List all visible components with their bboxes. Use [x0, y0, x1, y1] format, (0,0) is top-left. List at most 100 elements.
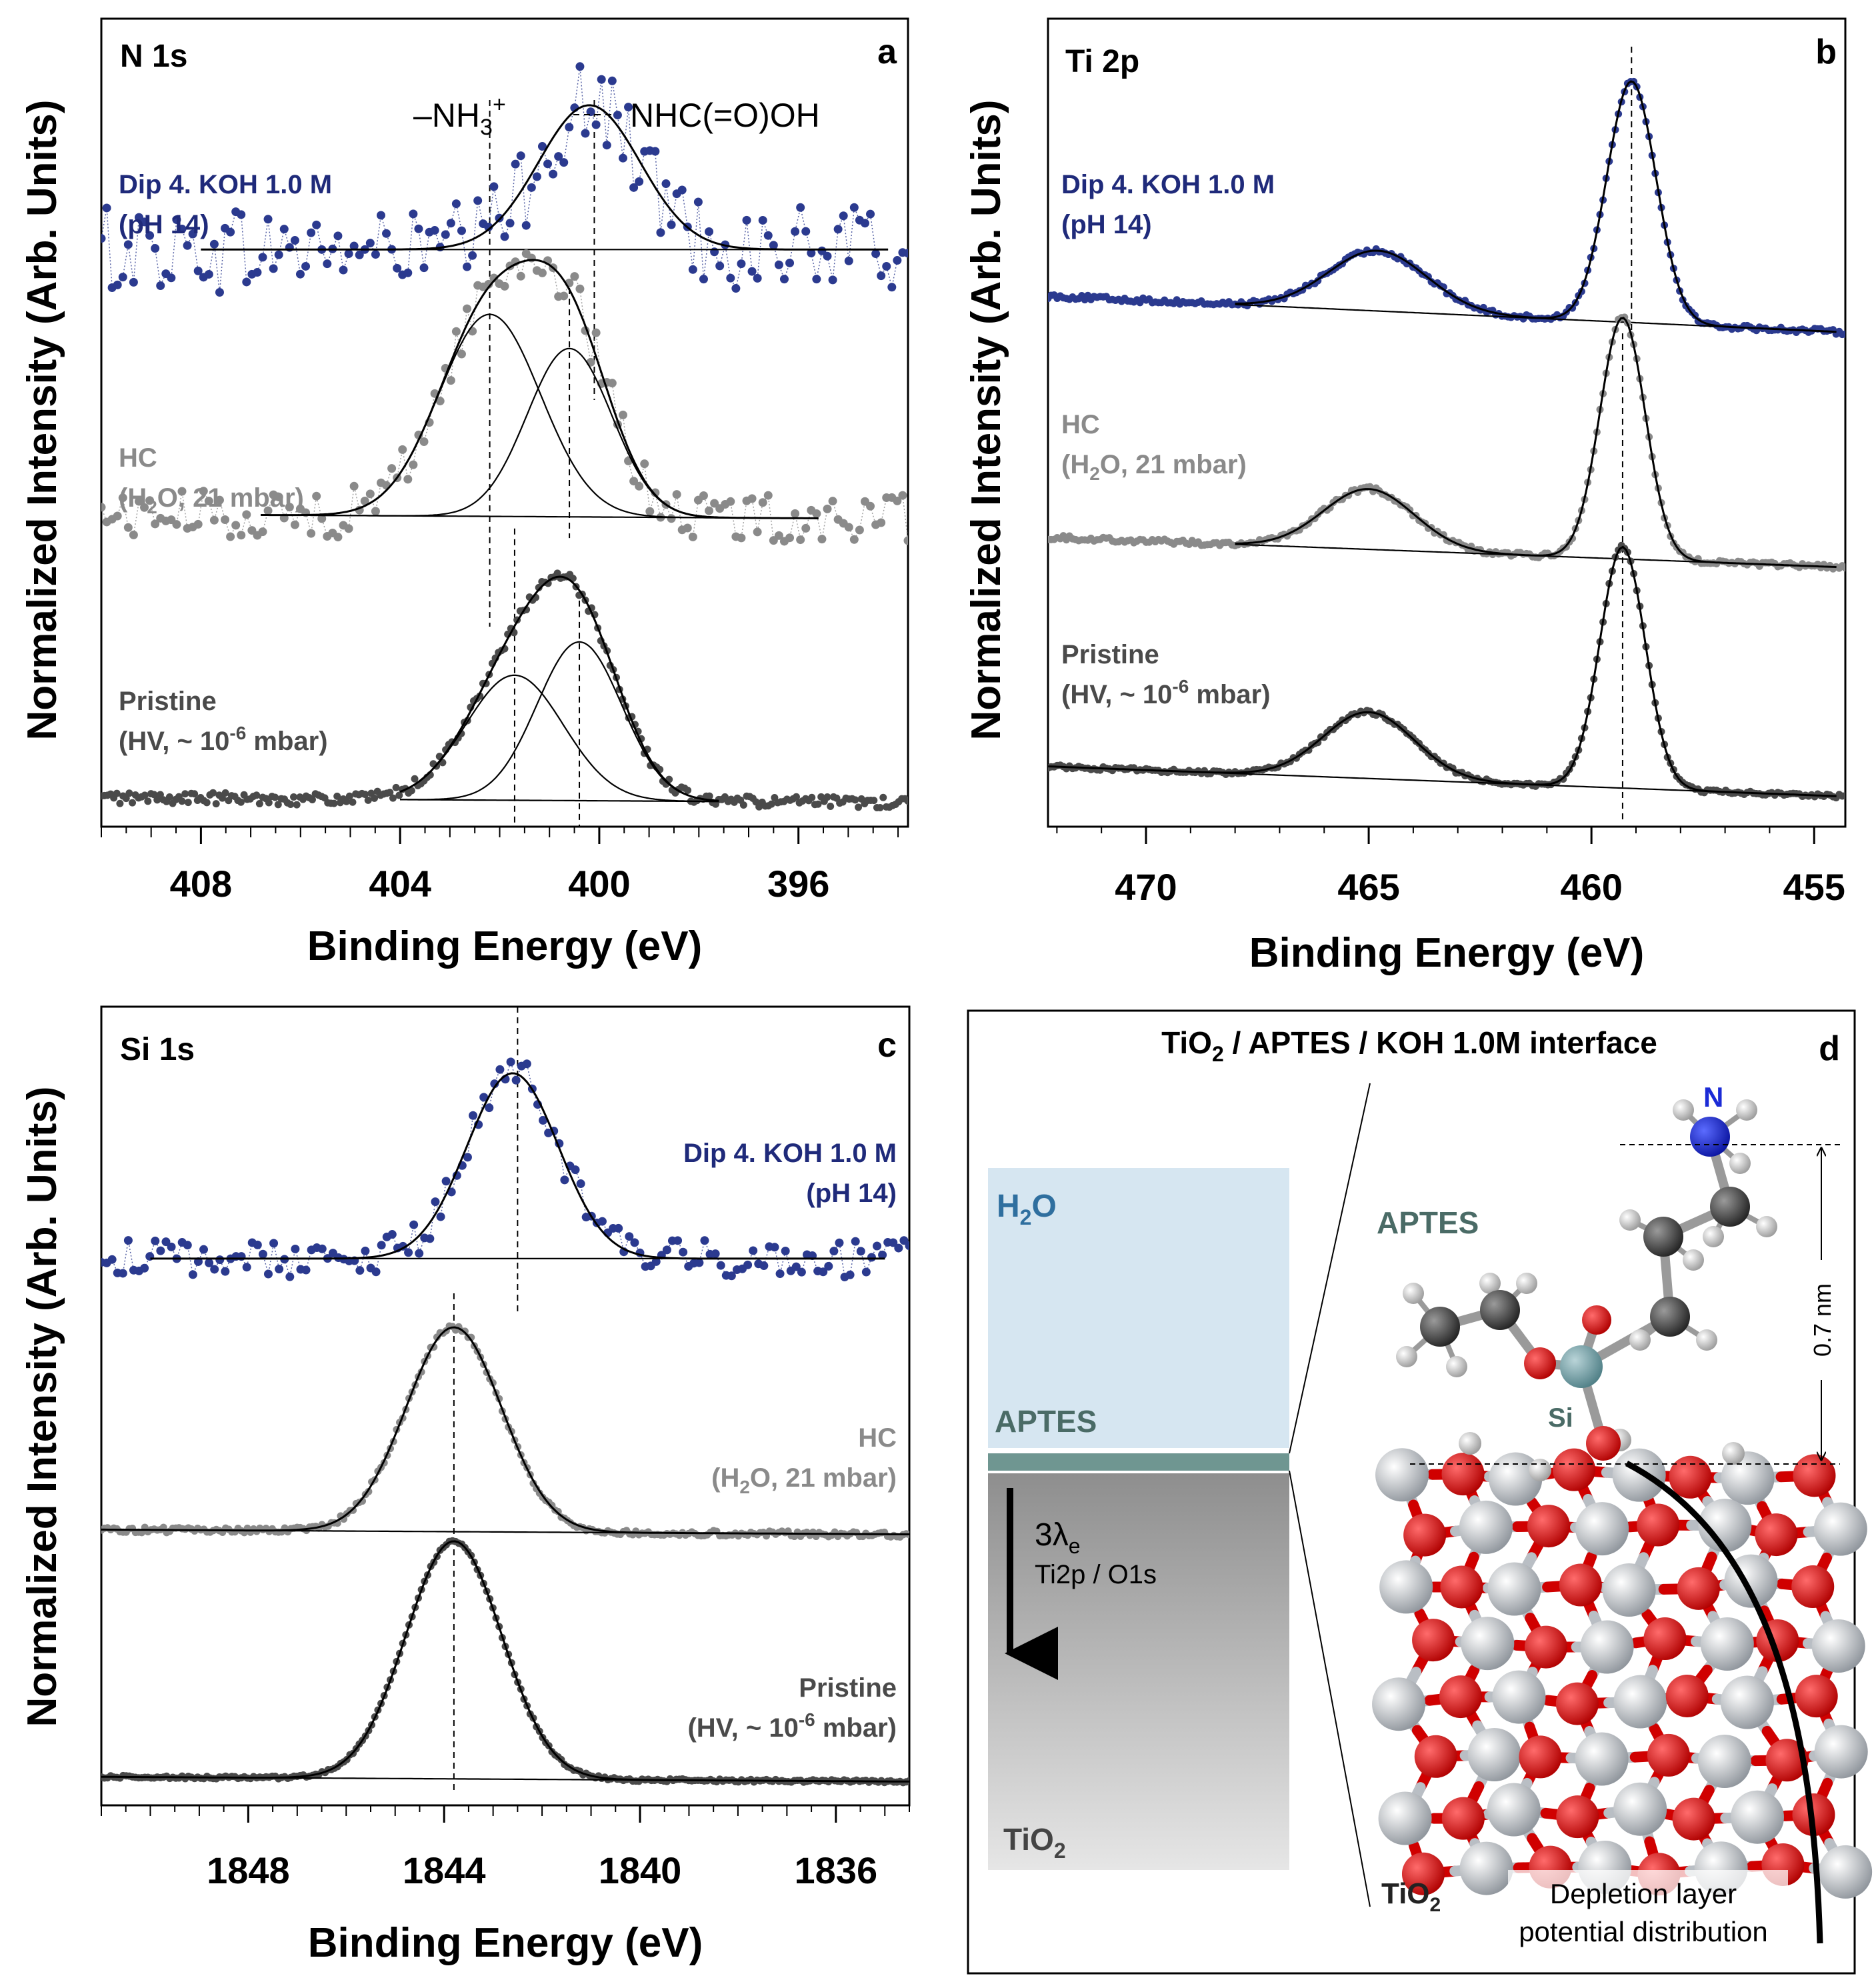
data-point-dip	[753, 273, 762, 283]
panel-a-xlabel: Binding Energy (eV)	[307, 923, 702, 969]
data-point-hc	[398, 445, 407, 454]
tio2-bottom-label: TiO2	[1381, 1877, 1441, 1916]
data-point-hc	[446, 376, 455, 385]
panel-c-pristine-label-1: Pristine	[799, 1673, 897, 1703]
data-point-hc	[726, 497, 735, 506]
data-point-dip	[371, 1267, 381, 1277]
titanium-atom	[1613, 1675, 1667, 1729]
data-point-dip	[521, 221, 531, 230]
data-point-pristine	[411, 775, 419, 783]
data-point-dip	[118, 273, 127, 282]
data-point-hc	[484, 279, 493, 289]
panel-c-title: Si 1s	[120, 1032, 195, 1067]
panel-a-title: N 1s	[120, 39, 187, 74]
data-point-hc	[242, 510, 251, 519]
data-point-dip	[183, 241, 192, 250]
data-point-dip	[882, 262, 891, 271]
fit-envelope-dip	[150, 1072, 885, 1260]
data-point-dip	[129, 277, 138, 287]
data-point-dip	[833, 225, 843, 234]
data-point-dip	[791, 1262, 801, 1271]
panel-d-letter: d	[1819, 1029, 1840, 1068]
data-point-hc	[758, 498, 767, 507]
data-point-hc	[737, 533, 746, 543]
x-tick-label: 408	[170, 863, 232, 905]
data-point-pristine	[851, 796, 859, 804]
data-point-hc	[129, 530, 138, 539]
data-point-dip	[479, 1093, 489, 1102]
data-point-pristine	[870, 797, 878, 805]
data-point-pristine	[330, 799, 338, 807]
data-point-dip	[878, 1250, 887, 1259]
hydrogen-atom	[1479, 1273, 1501, 1294]
data-point-dip	[630, 1238, 639, 1247]
hydrogen-atom	[1619, 1209, 1641, 1231]
data-point-hc	[204, 497, 213, 506]
data-point-hc	[258, 527, 267, 537]
data-point-hc	[263, 506, 273, 515]
data-point-dip	[151, 244, 160, 253]
titanium-atom	[1487, 1562, 1541, 1616]
data-point-dip	[344, 249, 353, 259]
panel-a-hc-label-1: HC	[119, 443, 157, 473]
data-point-dip	[711, 1249, 720, 1259]
hydrogen-atom	[1696, 1329, 1717, 1351]
data-point-dip	[731, 284, 741, 293]
data-point-pristine	[343, 797, 351, 805]
panel-b-dip-label-1: Dip 4. KOH 1.0 M	[1061, 170, 1275, 199]
data-point-dip	[409, 1220, 419, 1229]
data-point-dip	[457, 226, 466, 235]
data-point-hc	[877, 518, 886, 527]
panel-c-si1s-chart: 1848 1844 1840 1836 Si 1s c Dip 4. KOH 1.0 …	[19, 1005, 911, 1966]
hydrogen-atom	[1629, 1329, 1651, 1351]
oxygen-atom	[1582, 1305, 1611, 1335]
titanium-atom	[1459, 1500, 1513, 1554]
data-point-dip	[727, 1271, 736, 1281]
data-point-pristine	[407, 787, 415, 795]
panel-c-reference-lines	[453, 1007, 519, 1793]
data-point-hc	[575, 284, 585, 293]
data-point-dip	[575, 62, 585, 71]
fit-component-hc	[261, 313, 819, 519]
data-point-hc	[812, 509, 821, 518]
panel-b-ticks: 470 465 460 455	[1056, 827, 1845, 908]
data-point-dip	[559, 158, 569, 167]
oxygen-atom	[1439, 1675, 1482, 1719]
data-point-hc	[365, 489, 375, 499]
data-point-pristine	[212, 800, 220, 808]
oxygen-atom	[1403, 1513, 1447, 1557]
data-point-dip	[785, 258, 795, 267]
data-point-dip	[715, 261, 725, 271]
data-point-pristine	[392, 783, 400, 791]
panel-d-title: TiO2 / APTES / KOH 1.0M interface	[1161, 1025, 1657, 1066]
data-point-dip	[221, 1267, 230, 1276]
data-point-dip	[463, 1153, 472, 1162]
data-point-hc	[140, 503, 149, 512]
titanium-atom	[1697, 1735, 1751, 1789]
data-point-dip	[167, 273, 176, 283]
data-point-dip	[205, 1258, 214, 1267]
data-point-hc	[360, 496, 369, 505]
data-point-pristine	[253, 791, 261, 799]
data-point-dip	[873, 1241, 882, 1251]
data-point-dip	[775, 1269, 785, 1279]
data-point-dip	[101, 234, 106, 243]
data-point-pristine	[290, 793, 298, 801]
data-point-pristine	[237, 798, 245, 806]
panel-c-ticks: 1848 1844 1840 1836	[101, 1805, 910, 1891]
data-point-dip	[274, 250, 283, 259]
data-point-dip	[591, 120, 601, 129]
data-point-dip	[705, 227, 714, 236]
titanium-atom	[1721, 1451, 1775, 1505]
data-point-dip	[258, 1249, 267, 1259]
x-tick-label: 1848	[207, 1849, 290, 1891]
data-point-dip	[140, 217, 149, 227]
data-point-hc	[570, 272, 579, 281]
data-point-hc	[855, 525, 864, 535]
data-point-hc	[101, 503, 106, 512]
data-point-dip	[856, 1247, 865, 1256]
titanium-atom	[1580, 1620, 1634, 1674]
oxygen-atom	[1524, 1625, 1567, 1669]
data-point-dip	[269, 1239, 279, 1248]
titanium-atom	[1492, 1670, 1546, 1724]
